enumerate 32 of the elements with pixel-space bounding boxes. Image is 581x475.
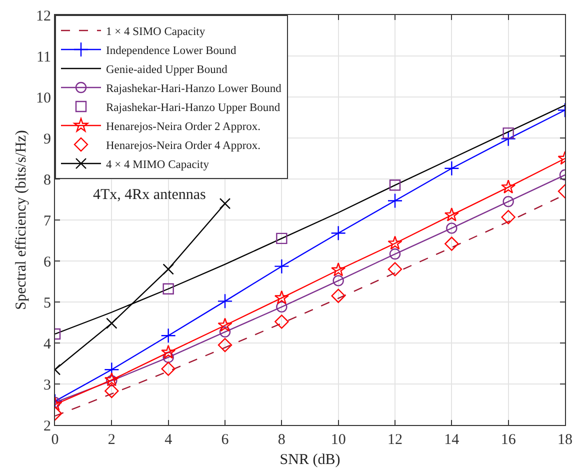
legend-label: Rajashekar-Hari-Hanzo Lower Bound — [106, 82, 282, 95]
legend-label: 1 × 4 SIMO Capacity — [106, 26, 206, 38]
y-tick-label: 7 — [44, 213, 52, 230]
x-tick-label: 8 — [278, 432, 286, 448]
y-axis-title: Spectral efficiency (bits/s/Hz) — [13, 130, 30, 310]
x-tick-label: 2 — [108, 432, 116, 448]
y-tick-label: 5 — [44, 295, 51, 312]
x-tick-label: 18 — [558, 432, 572, 448]
legend-label: Rajashekar-Hari-Hanzo Upper Bound — [106, 102, 280, 114]
x-tick-label: 4 — [164, 432, 173, 448]
annotation: 4Tx, 4Rx antennas — [93, 187, 206, 203]
y-tick-label: 3 — [44, 377, 51, 394]
y-tick-label: 11 — [36, 49, 51, 66]
y-tick-label: 4 — [44, 336, 52, 352]
legend-label: Genie-aided Upper Bound — [106, 64, 228, 76]
y-tick-label: 12 — [36, 8, 51, 24]
y-tick-label: 10 — [36, 90, 51, 106]
legend-label: 4 × 4 MIMO Capacity — [106, 158, 210, 171]
x-tick-label: 6 — [221, 432, 230, 448]
legend-label: Henarejos-Neira Order 2 Approx. — [106, 120, 261, 133]
x-axis-title: SNR (dB) — [280, 452, 340, 468]
x-tick-label: 12 — [388, 432, 402, 448]
x-tick-label: 14 — [444, 432, 460, 448]
y-tick-label: 9 — [44, 131, 51, 148]
y-tick-label: 8 — [44, 172, 51, 188]
x-tick-label: 10 — [330, 432, 346, 448]
y-tick-label: 6 — [44, 254, 52, 270]
legend-label: Independence Lower Bound — [106, 44, 237, 57]
x-tick-label: 0 — [51, 432, 59, 448]
legend-label: Henarejos-Neira Order 4 Approx. — [106, 140, 261, 152]
y-tick-label: 2 — [44, 418, 51, 434]
x-tick-label: 16 — [500, 432, 516, 448]
